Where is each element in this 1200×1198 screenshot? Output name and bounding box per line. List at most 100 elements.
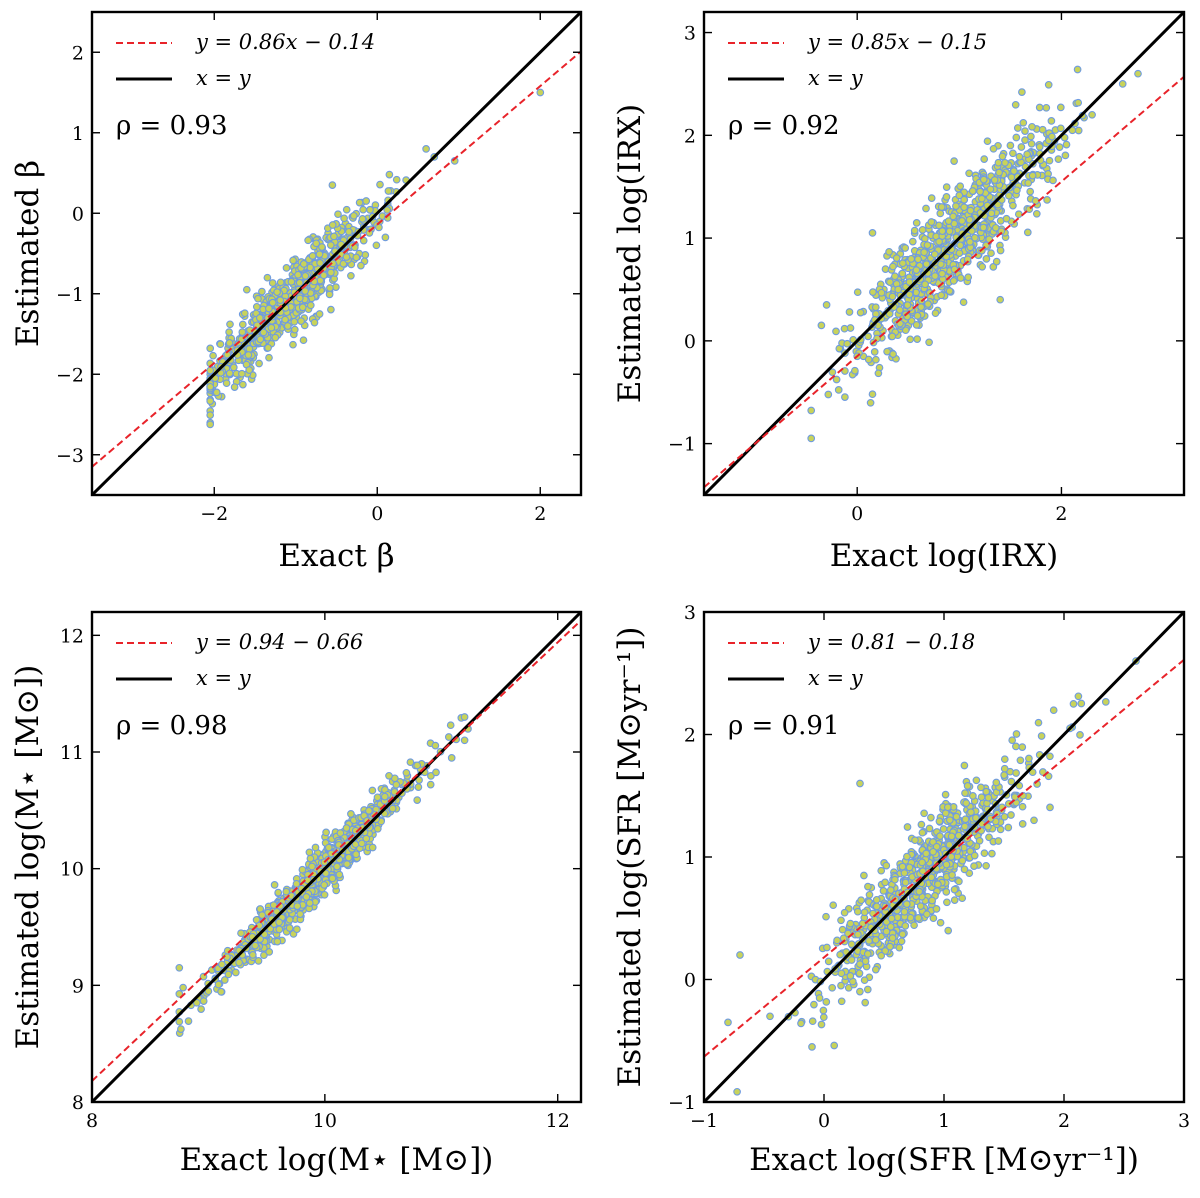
y-tick-label: 10 xyxy=(60,859,84,881)
data-point xyxy=(322,828,330,837)
data-point xyxy=(856,960,864,968)
data-point xyxy=(907,255,916,263)
x-tick-label: 2 xyxy=(1055,503,1067,525)
data-point xyxy=(327,305,335,314)
data-point xyxy=(1019,118,1028,127)
data-point xyxy=(905,290,914,299)
data-point xyxy=(886,942,894,951)
data-point xyxy=(252,302,261,311)
data-point xyxy=(864,882,872,891)
data-point xyxy=(1047,117,1056,125)
data-point xyxy=(871,936,880,944)
data-point xyxy=(357,839,366,848)
data-point xyxy=(854,930,862,939)
data-point xyxy=(877,951,886,960)
data-point xyxy=(1034,718,1043,727)
data-point xyxy=(1013,124,1022,132)
data-point xyxy=(296,910,305,918)
data-point xyxy=(312,239,321,248)
data-point xyxy=(368,786,377,795)
data-point xyxy=(293,925,301,934)
data-point xyxy=(267,323,276,332)
data-point xyxy=(1024,179,1033,187)
data-point xyxy=(958,217,966,225)
data-point xyxy=(925,824,934,833)
data-point xyxy=(910,921,918,930)
data-point xyxy=(828,983,837,992)
y-tick-label: 9 xyxy=(72,975,84,997)
data-point xyxy=(1009,201,1017,210)
data-point xyxy=(832,327,840,336)
data-point xyxy=(302,893,311,901)
data-point xyxy=(290,325,299,334)
data-point xyxy=(911,836,919,845)
data-point xyxy=(1001,158,1009,167)
data-point xyxy=(958,894,967,903)
data-point xyxy=(996,246,1005,255)
data-point xyxy=(945,287,954,295)
data-point xyxy=(275,918,283,927)
data-point xyxy=(877,866,886,875)
data-point xyxy=(733,1087,741,1096)
data-point xyxy=(222,379,231,388)
data-point xyxy=(920,809,928,818)
x-tick-label: 1 xyxy=(938,1110,950,1132)
data-point xyxy=(918,828,927,837)
data-point xyxy=(270,881,279,889)
data-point xyxy=(872,902,881,911)
data-point xyxy=(837,981,845,990)
legend-identity-label: x = y xyxy=(196,66,252,90)
data-point xyxy=(872,355,880,364)
data-point xyxy=(829,901,838,910)
data-point xyxy=(1021,127,1029,135)
data-point xyxy=(238,328,247,336)
data-point xyxy=(1088,110,1096,119)
data-point xyxy=(736,951,744,959)
data-point xyxy=(898,259,907,268)
data-point xyxy=(929,914,938,923)
data-point xyxy=(1027,139,1036,148)
data-point xyxy=(336,829,345,837)
y-tick-label: −1 xyxy=(668,1092,696,1114)
data-point xyxy=(206,420,215,429)
data-point xyxy=(299,260,308,268)
data-point xyxy=(248,951,257,959)
data-point xyxy=(901,878,910,887)
data-point xyxy=(330,232,338,241)
data-point xyxy=(900,869,909,877)
data-point xyxy=(927,194,936,202)
data-point xyxy=(868,229,877,237)
data-point xyxy=(217,987,225,996)
data-point xyxy=(863,985,872,994)
data-point xyxy=(960,865,969,874)
data-point xyxy=(841,393,849,401)
data-point xyxy=(937,291,946,300)
data-point xyxy=(912,266,921,274)
data-point xyxy=(901,922,910,930)
data-point xyxy=(1008,736,1017,745)
data-point xyxy=(944,217,953,225)
y-tick-label: 3 xyxy=(684,23,696,45)
data-point xyxy=(808,1043,816,1051)
data-point xyxy=(914,255,922,264)
data-point xyxy=(937,203,946,211)
data-point xyxy=(989,144,998,153)
data-point xyxy=(1028,122,1036,131)
data-point xyxy=(318,243,326,251)
x-axis-label: Exact log(SFR [M⊙yr⁻¹]) xyxy=(749,1142,1139,1178)
data-point xyxy=(823,943,831,952)
legend-fit-label: y = 0.86x − 0.14 xyxy=(195,30,375,54)
data-point xyxy=(837,969,846,978)
data-point xyxy=(851,366,859,375)
data-point xyxy=(1062,140,1071,149)
data-point xyxy=(929,847,937,856)
data-point xyxy=(945,816,954,824)
data-point xyxy=(1045,156,1054,165)
data-point xyxy=(1056,124,1065,133)
scatter-series xyxy=(724,657,1140,1096)
data-point xyxy=(359,205,367,214)
y-tick-label: 1 xyxy=(684,228,696,250)
data-point xyxy=(1021,136,1029,144)
fit-line xyxy=(92,50,581,468)
y-tick-label: 0 xyxy=(72,203,84,225)
